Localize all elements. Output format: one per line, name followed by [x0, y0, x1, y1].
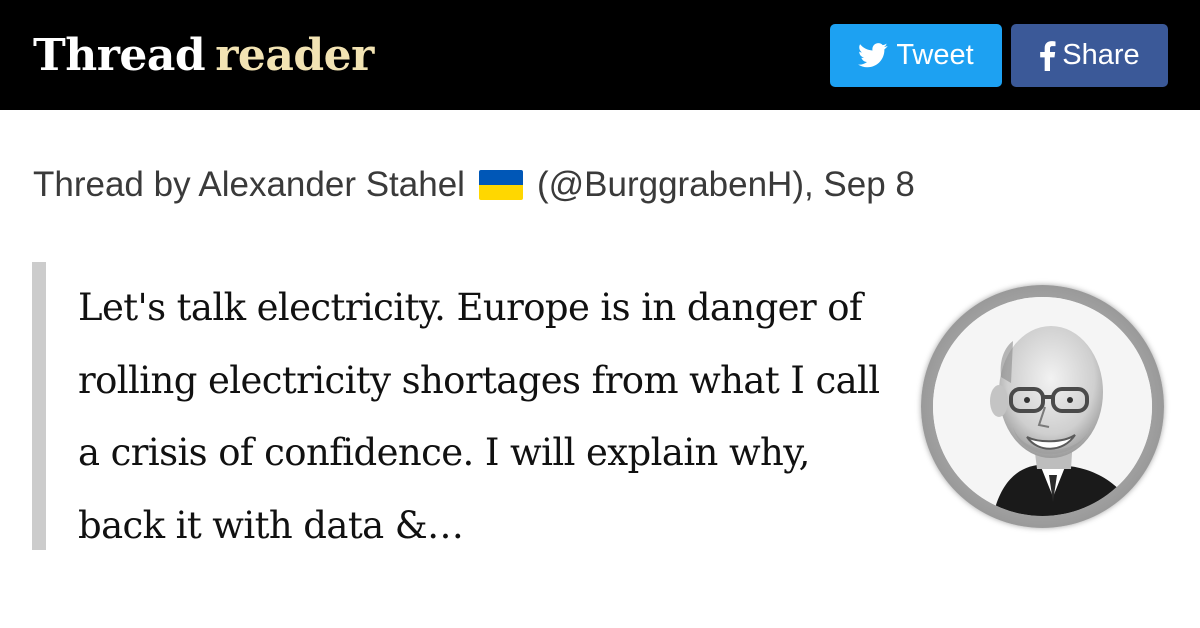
- tweet-label: Tweet: [896, 39, 974, 71]
- top-bar: Thread reader Tweet Share: [0, 0, 1200, 110]
- tweet-quote: Let's talk electricity. Europe is in dan…: [78, 286, 880, 547]
- thread-byline: Thread by Alexander Stahel (@BurggrabenH…: [33, 163, 915, 207]
- share-button[interactable]: Share: [1011, 24, 1168, 87]
- logo-reader-text: reader: [215, 30, 374, 81]
- threadreader-logo[interactable]: Thread reader: [33, 26, 374, 86]
- facebook-f-icon: [1040, 40, 1056, 71]
- avatar-image: [933, 297, 1152, 516]
- share-label: Share: [1062, 39, 1140, 71]
- ukraine-flag-icon: [478, 170, 523, 200]
- byline-author[interactable]: Thread by Alexander Stahel: [33, 165, 465, 204]
- byline-handle-date[interactable]: (@BurggrabenH), Sep 8: [536, 165, 915, 204]
- quote-bar: [32, 262, 46, 550]
- tweet-button[interactable]: Tweet: [830, 24, 1002, 87]
- logo-thread-text: Thread: [33, 30, 206, 81]
- twitter-bird-icon: [858, 43, 888, 68]
- author-avatar[interactable]: [921, 285, 1164, 528]
